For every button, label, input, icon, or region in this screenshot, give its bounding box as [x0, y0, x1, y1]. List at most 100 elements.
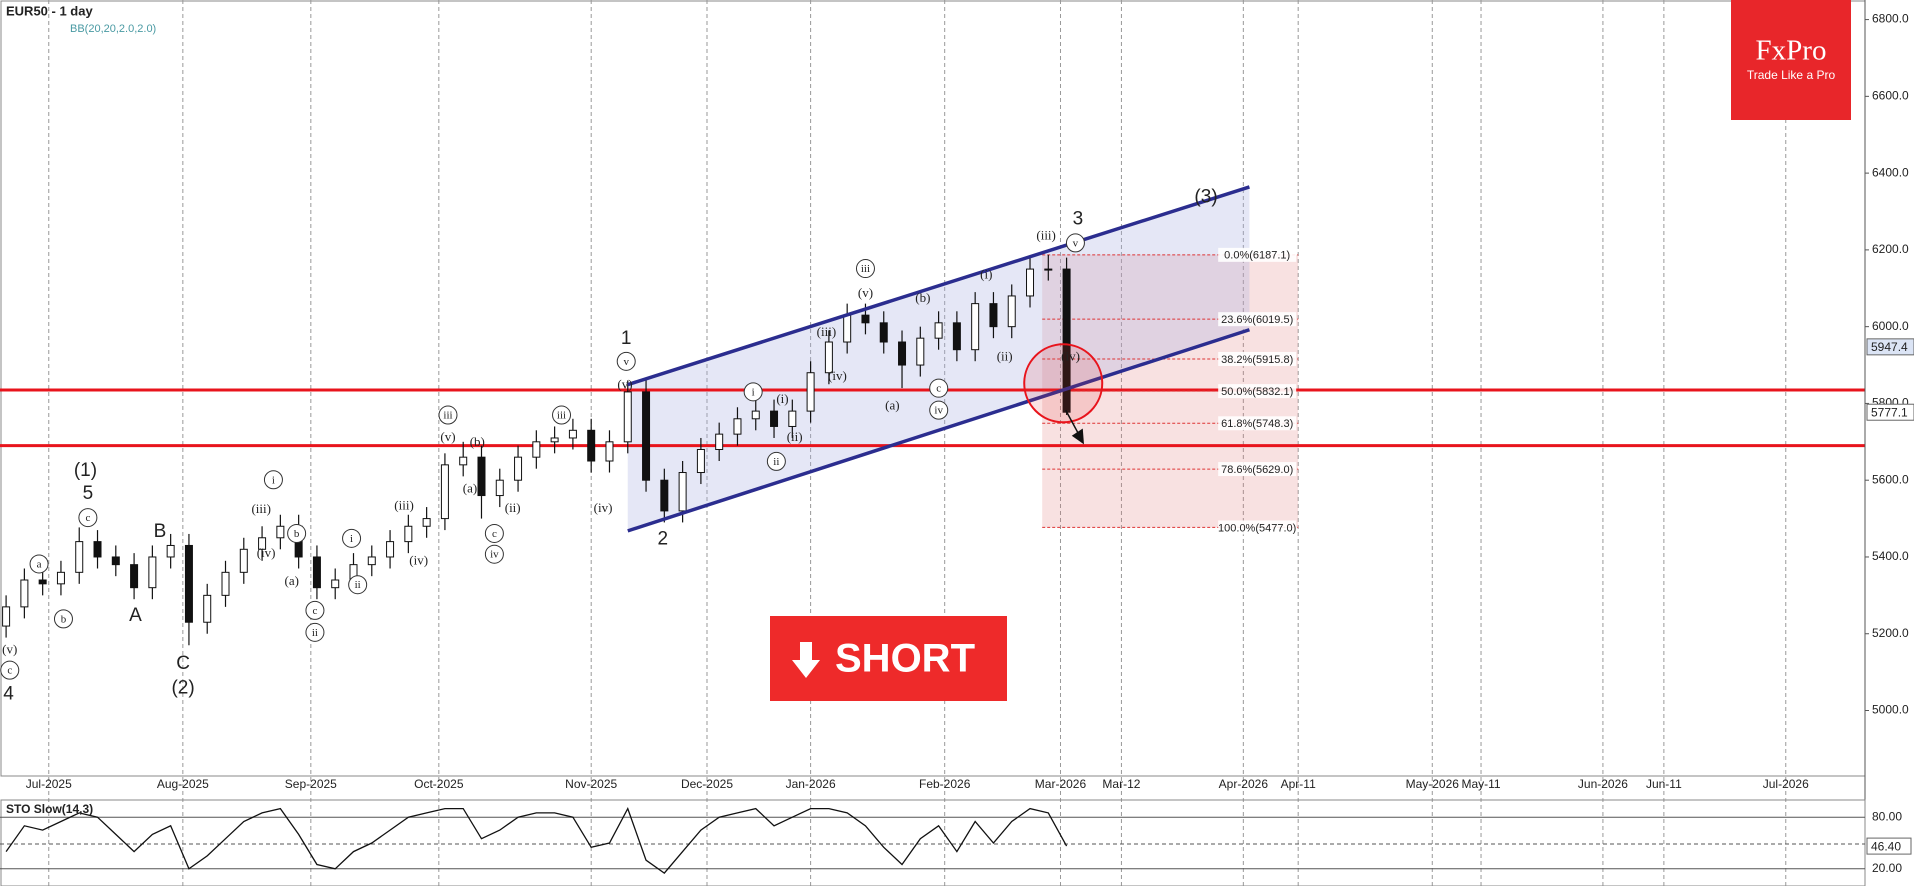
- wave-label: iii: [443, 410, 452, 422]
- candle-body: [166, 544, 175, 558]
- indicator-label: BB(20,20,2.0,2.0): [70, 23, 156, 35]
- wave-label: c: [936, 383, 941, 395]
- candle-body: [367, 556, 376, 566]
- candle-body: [312, 556, 321, 589]
- fib-label: 100.0%(5477.0): [1218, 522, 1296, 534]
- candle-body: [861, 314, 870, 324]
- wave-label: v: [1073, 237, 1079, 249]
- wave-label: (3): [1194, 187, 1217, 208]
- candle-body: [331, 579, 340, 589]
- brand-box: [1731, 0, 1851, 120]
- candle-body: [239, 548, 248, 573]
- wave-label: (2): [171, 677, 194, 698]
- wave-circle: [78, 508, 98, 528]
- wave-label: (iii): [817, 324, 837, 339]
- wave-label: iv: [934, 405, 943, 417]
- wave-circle: [305, 622, 325, 642]
- y-tick-label: 5000.0: [1872, 703, 1909, 717]
- wave-label: i: [752, 386, 755, 398]
- x-tick-label: Jan-2026: [786, 777, 836, 791]
- wave-label: (b): [915, 290, 930, 305]
- wave-label: c: [492, 528, 497, 540]
- x-tick-label: Oct-2025: [414, 777, 464, 791]
- fib-label: 23.6%(6019.5): [1221, 314, 1293, 326]
- candle-body: [568, 429, 577, 439]
- candle-body: [843, 314, 852, 343]
- y-tick-label: 6000.0: [1872, 319, 1909, 333]
- fib-label-bg: [1218, 384, 1297, 399]
- wave-label: (ii): [505, 500, 521, 515]
- price-marker: 5947.4: [1871, 340, 1908, 354]
- wave-label: B: [154, 521, 167, 542]
- candle-body: [678, 472, 687, 512]
- wave-label: (iv): [828, 368, 847, 383]
- wave-circle: [929, 378, 949, 398]
- wave-label: 4: [3, 683, 14, 704]
- y-tick-label: 5200.0: [1872, 626, 1909, 640]
- candle-body: [715, 433, 724, 450]
- wave-label: (v): [2, 641, 17, 656]
- fib-label-bg: [1218, 416, 1297, 431]
- candle-body: [879, 322, 888, 343]
- candle-body: [495, 479, 504, 497]
- wave-label: (iv): [594, 500, 613, 515]
- panel-frame: [0, 799, 1866, 886]
- wave-label: ii: [312, 627, 318, 639]
- x-tick-label: Mar-12: [1102, 777, 1140, 791]
- x-tick-label: Jun-2026: [1578, 777, 1628, 791]
- fib-label: 38.2%(5915.8): [1221, 354, 1293, 366]
- wave-label: (1): [74, 460, 97, 481]
- y-tick-label: 5400.0: [1872, 549, 1909, 563]
- wave-circle: [438, 405, 458, 425]
- candle-body: [20, 579, 29, 608]
- candle-body: [477, 456, 486, 497]
- wave-label: (iii): [1036, 228, 1056, 243]
- arrow-head: [1071, 428, 1084, 445]
- wave-circle: [484, 544, 504, 564]
- wave-label: i: [272, 474, 275, 486]
- brand-name: FxPro: [1756, 35, 1827, 67]
- candle-body: [660, 479, 669, 512]
- wave-circle: [29, 554, 49, 574]
- candle-body: [56, 571, 65, 585]
- wave-circle: [484, 523, 504, 543]
- wave-label: 3: [1073, 209, 1084, 230]
- candle-body: [130, 564, 139, 589]
- price-marker-bg: [1866, 338, 1914, 356]
- wave-label: (a): [463, 480, 477, 495]
- candle-body: [642, 391, 651, 481]
- wave-label: 5: [83, 483, 94, 504]
- x-tick-label: Nov-2025: [565, 777, 617, 791]
- candle-body: [532, 441, 541, 458]
- candle-body: [605, 441, 614, 462]
- y-tick-label: 80.00: [1872, 809, 1902, 823]
- candle-body: [38, 579, 47, 585]
- x-tick-label: Jul-2025: [26, 777, 72, 791]
- wave-label: (v): [858, 285, 873, 300]
- candle-body: [1044, 268, 1053, 271]
- fib-label-bg: [1218, 312, 1297, 327]
- x-tick-label: May-2026: [1406, 777, 1460, 791]
- wave-label: 1: [621, 328, 632, 349]
- candle-body: [770, 410, 779, 427]
- wave-label: ii: [773, 456, 779, 468]
- fib-label: 50.0%(5832.1): [1221, 386, 1293, 398]
- candle-body: [916, 337, 925, 366]
- candle-body: [623, 391, 632, 443]
- wave-label: c: [85, 512, 90, 524]
- panel-title: STO Slow(14,3): [6, 802, 93, 816]
- candle-body: [1026, 268, 1035, 297]
- fib-label-bg: [1218, 351, 1297, 366]
- candle-body: [1007, 295, 1016, 328]
- wave-circle: [552, 405, 572, 425]
- wave-label: iv: [490, 549, 499, 561]
- wave-circle: [53, 609, 73, 629]
- wave-label: 2: [658, 528, 669, 549]
- wave-label: c: [312, 605, 317, 617]
- wave-circle: [929, 400, 949, 420]
- candle-body: [386, 541, 395, 558]
- value-label-bg: [1866, 837, 1912, 855]
- candle-body: [404, 525, 413, 543]
- x-tick-label: Sep-2025: [285, 777, 337, 791]
